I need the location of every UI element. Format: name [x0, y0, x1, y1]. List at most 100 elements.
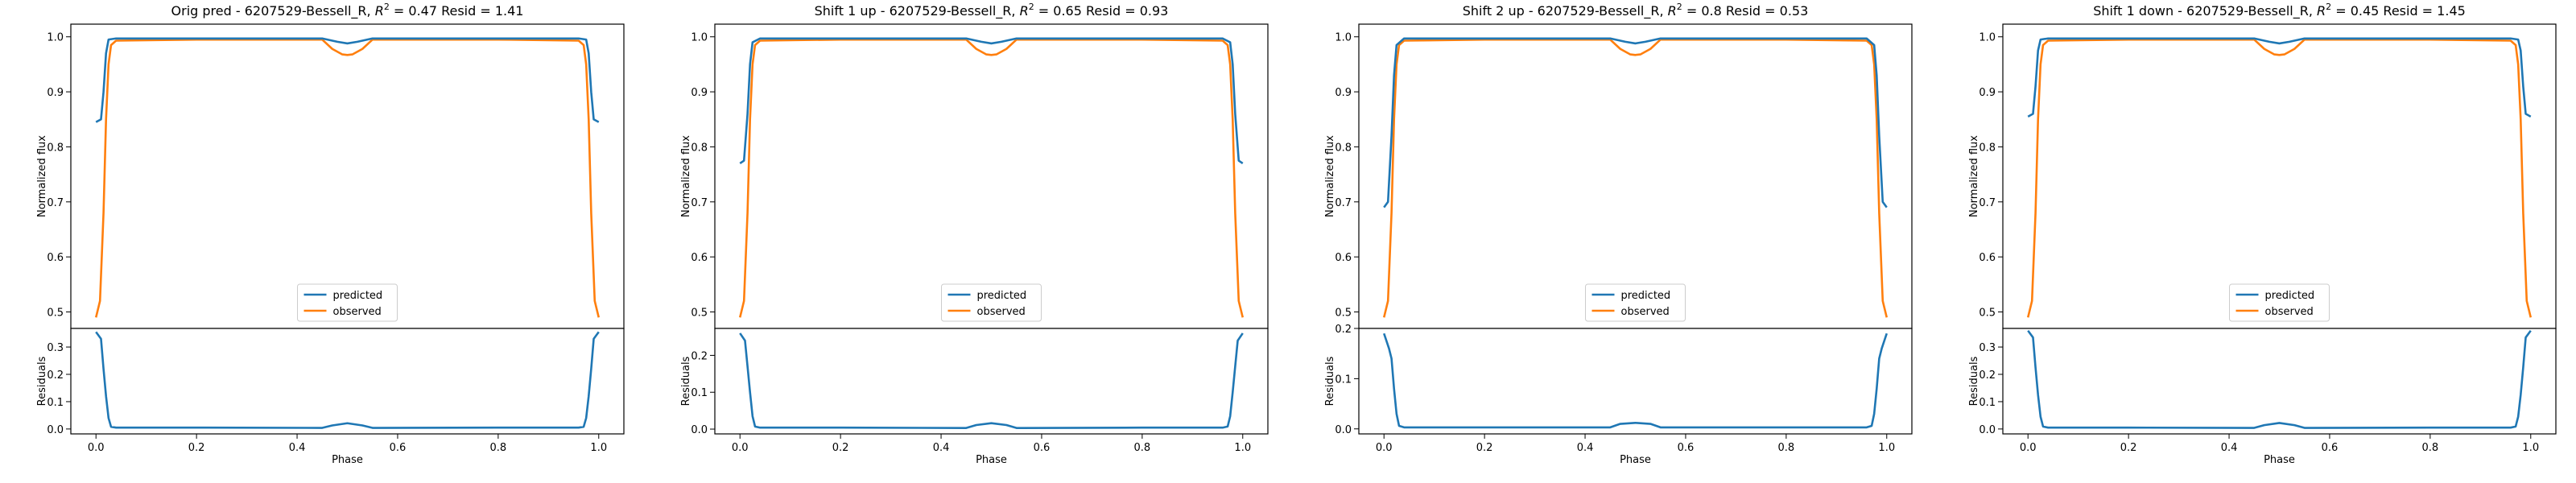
- predicted-series-line: [2027, 37, 2532, 118]
- residuals-axes: 0.0 0.1 0.2 0.3 0.0 0.2 0.4 0.6 0.8 1.0 Phase Resid…: [36, 328, 625, 466]
- x-tick-label: 0.8: [1778, 442, 1795, 454]
- residuals-plot-area: [1359, 328, 1912, 434]
- chart-title: Shift 1 down - 6207529-Bessell_R, R2 = 0…: [2093, 2, 2466, 19]
- residuals-y-axis-label: Residuals: [1324, 356, 1336, 406]
- legend-label-observed: observed: [333, 306, 382, 318]
- residuals-y-axis-label: Residuals: [680, 356, 692, 406]
- x-axis-label: Phase: [1620, 454, 1651, 466]
- x-tick-label: 1.0: [1878, 442, 1895, 454]
- residuals-y-tick-label: 0.0: [47, 424, 64, 436]
- legend: predicted observed: [2229, 283, 2330, 322]
- x-tick-label: 0.0: [88, 442, 105, 454]
- subplot-2: Shift 1 up - 6207529-Bessell_R, R2 = 0.6…: [680, 2, 1269, 466]
- chart-title: Orig pred - 6207529-Bessell_R, R2 = 0.47…: [171, 2, 524, 19]
- x-tick-label: 0.4: [933, 442, 950, 454]
- x-tick-label: 0.4: [289, 442, 306, 454]
- x-tick-label: 0.4: [1577, 442, 1594, 454]
- flux-axes: 0.5 0.6 0.7 0.8 0.9 1.0 Normalized flux predict…: [1968, 23, 2557, 329]
- flux-y-tick-label: 0.8: [1335, 142, 1352, 154]
- residuals-y-axis-label: Residuals: [36, 356, 48, 406]
- legend-label-observed: observed: [1621, 306, 1670, 318]
- residuals-y-tick-label: 0.2: [47, 369, 64, 382]
- residuals-plot-area: [2003, 328, 2556, 434]
- flux-y-tick-label: 0.7: [691, 197, 708, 209]
- observed-series-line: [94, 38, 601, 318]
- flux-y-tick-label: 1.0: [691, 32, 708, 44]
- flux-y-tick-label: 0.5: [47, 307, 64, 319]
- residuals-axes-frame: [714, 328, 1269, 435]
- flux-y-tick-label: 1.0: [47, 32, 64, 44]
- residuals-y-tick-label: 0.3: [47, 342, 64, 354]
- x-tick-label: 1.0: [1234, 442, 1251, 454]
- flux-plot-area: [71, 24, 624, 328]
- residuals-series-line: [95, 331, 600, 429]
- flux-y-axis-label: Normalized flux: [1968, 135, 1980, 217]
- residuals-y-tick-label: 0.1: [691, 387, 708, 399]
- flux-y-tick-label: 0.7: [1335, 197, 1352, 209]
- x-tick-label: 0.0: [2020, 442, 2037, 454]
- observed-series-line: [2026, 38, 2533, 318]
- legend-label-observed: observed: [977, 306, 1026, 318]
- legend: predicted observed: [941, 283, 1042, 322]
- residuals-y-tick-label: 0.0: [1979, 424, 1996, 436]
- residuals-series-line: [2027, 329, 2532, 429]
- chart-title: Shift 1 up - 6207529-Bessell_R, R2 = 0.6…: [815, 2, 1169, 19]
- legend: predicted observed: [297, 283, 398, 322]
- residuals-y-tick-label: 0.0: [1335, 424, 1352, 436]
- flux-y-tick-label: 0.6: [691, 252, 708, 264]
- flux-y-tick-label: 0.9: [1979, 87, 1996, 99]
- residuals-axes-frame: [70, 328, 625, 435]
- legend: predicted observed: [1585, 283, 1686, 322]
- subplot-4: Shift 1 down - 6207529-Bessell_R, R2 = 0…: [1968, 2, 2557, 466]
- flux-y-tick-label: 0.6: [47, 252, 64, 264]
- legend-box: [1585, 283, 1686, 322]
- flux-y-axis-label: Normalized flux: [680, 135, 692, 217]
- residuals-y-tick-label: 0.1: [1979, 397, 1996, 409]
- x-tick-label: 0.4: [2221, 442, 2238, 454]
- x-tick-label: 1.0: [590, 442, 607, 454]
- residuals-axes-frame: [1358, 328, 1913, 435]
- x-tick-label: 0.2: [2120, 442, 2137, 454]
- residuals-y-tick-label: 0.2: [1335, 324, 1352, 336]
- residuals-series-line: [739, 332, 1244, 429]
- x-tick-label: 0.2: [188, 442, 205, 454]
- flux-y-tick-label: 0.7: [1979, 197, 1996, 209]
- x-tick-label: 0.8: [1134, 442, 1151, 454]
- legend-box: [2229, 283, 2330, 322]
- legend-label-predicted: predicted: [977, 290, 1027, 302]
- x-tick-label: 0.6: [390, 442, 407, 454]
- x-tick-label: 0.0: [1376, 442, 1393, 454]
- flux-y-tick-label: 0.9: [691, 87, 708, 99]
- x-tick-label: 0.8: [2422, 442, 2439, 454]
- predicted-series-line: [739, 37, 1244, 165]
- residuals-y-tick-label: 0.2: [691, 350, 708, 362]
- x-tick-label: 1.0: [2522, 442, 2539, 454]
- flux-y-tick-label: 0.8: [691, 142, 708, 154]
- x-axis-label: Phase: [332, 454, 363, 466]
- residuals-plot-area: [71, 328, 624, 434]
- flux-y-tick-label: 0.5: [1335, 307, 1352, 319]
- flux-y-tick-label: 0.5: [1979, 307, 1996, 319]
- legend-box: [297, 283, 398, 322]
- residuals-axes-frame: [2002, 328, 2557, 435]
- residuals-y-tick-label: 0.2: [1979, 369, 1996, 382]
- predicted-series-line: [95, 37, 600, 123]
- chart-title: Shift 2 up - 6207529-Bessell_R, R2 = 0.8…: [1463, 2, 1809, 19]
- x-tick-label: 0.6: [1678, 442, 1695, 454]
- x-axis-label: Phase: [2264, 454, 2295, 466]
- flux-plot-area: [2003, 24, 2556, 328]
- flux-y-tick-label: 0.9: [47, 87, 64, 99]
- residuals-series-line: [1382, 332, 1889, 429]
- residuals-plot-area: [715, 328, 1268, 434]
- subplot-1: Orig pred - 6207529-Bessell_R, R2 = 0.47…: [36, 2, 625, 466]
- legend-box: [941, 283, 1042, 322]
- flux-axes: 0.5 0.6 0.7 0.8 0.9 1.0 Normalized flux predict…: [1324, 23, 1913, 329]
- x-tick-label: 0.2: [832, 442, 849, 454]
- x-tick-label: 0.8: [490, 442, 507, 454]
- flux-y-tick-label: 0.6: [1335, 252, 1352, 264]
- residuals-axes: 0.0 0.1 0.2 0.3 0.0 0.2 0.4 0.6 0.8 1.0 Phase Resid…: [1968, 328, 2557, 466]
- legend-label-observed: observed: [2265, 306, 2314, 318]
- x-tick-label: 0.2: [1476, 442, 1493, 454]
- legend-label-predicted: predicted: [2265, 290, 2315, 302]
